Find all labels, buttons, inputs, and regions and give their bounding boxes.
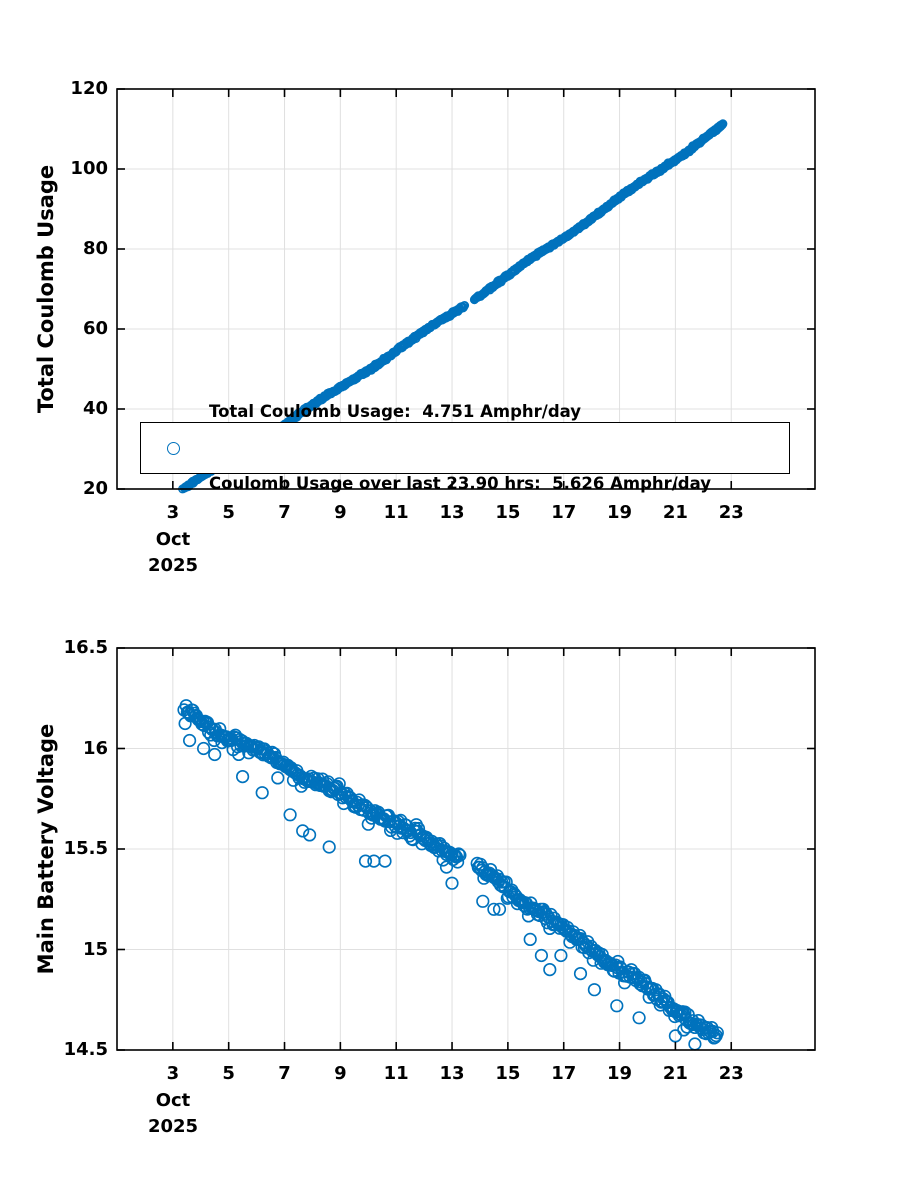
x-tick-label: 21 xyxy=(662,502,688,523)
x-tick-label: 17 xyxy=(551,502,577,523)
x-axis-year-label-bottom: 2025 xyxy=(147,1116,199,1137)
x-tick-label: 3 xyxy=(166,502,180,523)
y-tick-label: 40 xyxy=(82,398,108,419)
y-tick-label: 100 xyxy=(70,158,108,179)
legend-line-1: Total Coulomb Usage: 4.751 Amphr/day xyxy=(209,402,582,421)
x-tick-label: 15 xyxy=(495,1063,521,1084)
y-tick-label: 15 xyxy=(82,938,108,960)
y-tick-label: 120 xyxy=(70,78,108,99)
y-tick-label: 20 xyxy=(82,478,108,499)
x-tick-label: 23 xyxy=(718,502,744,523)
legend-line-2: Coulomb Usage over last 23.90 hrs: 5.626… xyxy=(209,474,711,493)
x-tick-label: 11 xyxy=(383,502,409,523)
bottom-outlier-points xyxy=(183,733,702,1051)
bottom-gridlines xyxy=(117,647,815,1051)
x-tick-label: 9 xyxy=(334,502,347,523)
x-tick-label: 5 xyxy=(222,502,235,523)
x-tick-label: 9 xyxy=(334,1063,347,1084)
x-tick-label: 19 xyxy=(607,1063,633,1084)
legend-box: Total Coulomb Usage: 4.751 Amphr/day Cou… xyxy=(140,402,790,493)
y-axis-label-top: Total Coulomb Usage xyxy=(34,164,58,414)
bottom-axes-box xyxy=(116,647,816,1051)
y-tick-label: 16.5 xyxy=(63,637,108,658)
legend-circle-marker-icon xyxy=(167,441,180,455)
x-tick-label: 11 xyxy=(383,1063,409,1084)
x-tick-label: 13 xyxy=(439,502,465,523)
y-tick-label: 80 xyxy=(82,238,108,259)
x-axis-month-label-bottom: Oct xyxy=(155,1090,191,1111)
y-tick-label: 14.5 xyxy=(63,1039,108,1060)
x-axis-month-label-top: Oct xyxy=(155,529,191,550)
x-tick-label: 21 xyxy=(662,1063,688,1084)
x-tick-label: 17 xyxy=(551,1063,577,1084)
x-tick-label: 23 xyxy=(718,1063,744,1084)
y-tick-label: 16 xyxy=(82,737,108,759)
x-tick-label: 7 xyxy=(278,1063,291,1084)
x-tick-label: 15 xyxy=(495,502,521,523)
x-tick-label: 13 xyxy=(439,1063,465,1084)
x-tick-label: 5 xyxy=(222,1063,235,1084)
y-tick-label: 15.5 xyxy=(63,838,108,859)
x-tick-label: 3 xyxy=(166,1063,180,1084)
x-axis-year-label-top: 2025 xyxy=(147,555,199,576)
x-tick-label: 7 xyxy=(278,502,291,523)
top-axes-box xyxy=(116,88,816,490)
bottom-data-series xyxy=(177,699,724,1045)
y-tick-label: 60 xyxy=(82,318,108,339)
x-tick-label: 19 xyxy=(607,502,633,523)
